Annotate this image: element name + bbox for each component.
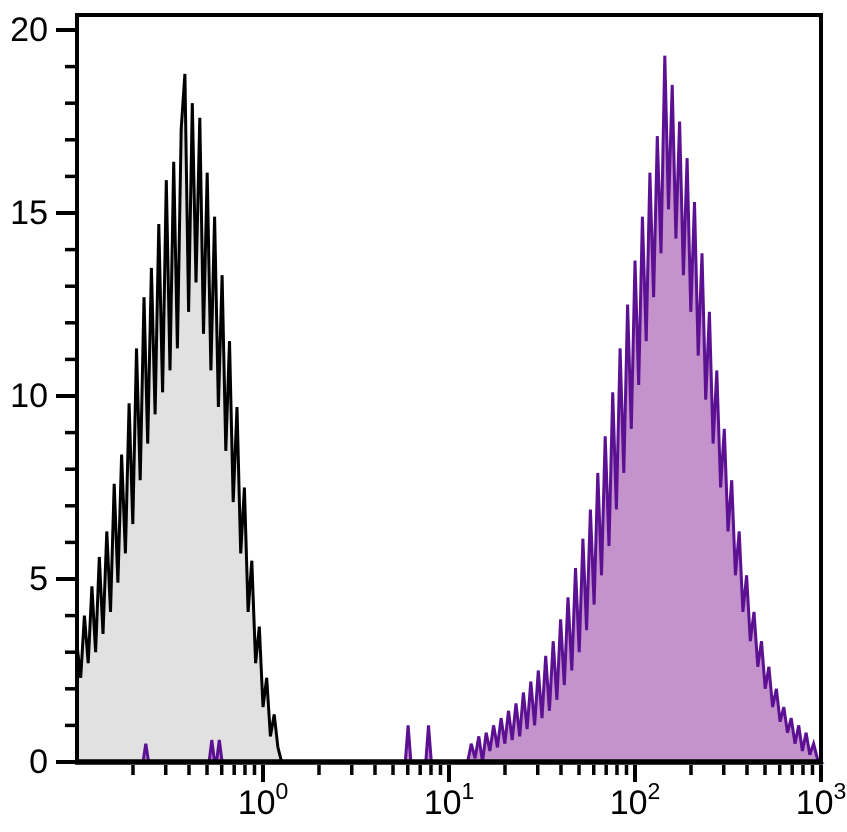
x-tick-label: 100 [238,778,289,822]
series-stained-sample-purple [141,55,825,764]
x-tick-label: 102 [610,778,661,822]
x-tick-label: 103 [796,778,847,822]
y-tick-label: 5 [29,560,48,598]
y-tick-label: 10 [10,377,48,415]
tick-labels-layer: 0 5 10 15 20 100 101 102 103 [10,11,846,822]
y-tick-label: 20 [10,11,48,49]
y-tick-label: 0 [29,743,48,781]
y-tick-label: 15 [10,194,48,232]
series-negative-control-gray [75,73,284,764]
x-tick-label: 101 [424,778,475,822]
series-layer [75,55,825,764]
axes-layer [56,13,823,782]
